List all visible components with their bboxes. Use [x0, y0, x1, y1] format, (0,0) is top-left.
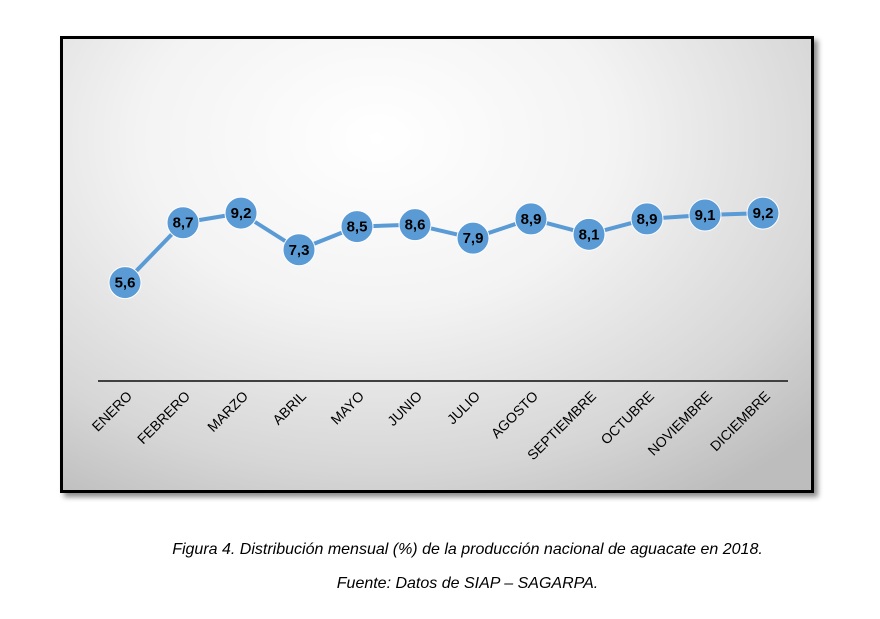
data-point-marker [224, 196, 258, 230]
data-point-marker [398, 208, 432, 242]
data-label: 8,5 [347, 219, 368, 236]
data-label: 8,9 [637, 211, 658, 228]
x-tick-label: AGOSTO [488, 388, 542, 442]
data-point-marker [514, 202, 548, 236]
data-point-marker [688, 198, 722, 232]
data-point-marker [166, 206, 200, 240]
x-tick-label: ENERO [89, 388, 136, 435]
x-tick-label: MARZO [204, 388, 251, 435]
data-label: 9,2 [753, 205, 774, 222]
data-point-marker [746, 196, 780, 230]
data-label: 5,6 [115, 275, 136, 292]
data-point-marker [630, 202, 664, 236]
data-label: 7,3 [289, 242, 310, 259]
data-point-marker [456, 221, 490, 255]
x-tick-label: DICIEMBRE [707, 388, 773, 454]
series-group: 5,6 8,7 9,2 7,3 8,5 8,6 7,9 8,9 8,1 8,9 9,1 9,2 [108, 196, 780, 300]
data-label: 8,6 [405, 217, 426, 234]
data-label: 8,1 [579, 226, 600, 243]
data-point-marker [108, 266, 142, 300]
figure-caption: Figura 4. Distribución mensual (%) de la… [172, 541, 763, 558]
data-label: 9,1 [695, 207, 716, 224]
data-point-marker [340, 210, 374, 244]
data-label: 8,9 [521, 211, 542, 228]
x-tick-label: JULIO [444, 388, 483, 427]
data-label: 9,2 [231, 205, 252, 222]
series-line [123, 211, 764, 284]
x-tick-label: OCTUBRE [597, 388, 657, 448]
data-label: 7,9 [463, 230, 484, 247]
x-tick-label: JUNIO [384, 388, 425, 429]
figure-source: Fuente: Datos de SIAP – SAGARPA. [336, 575, 599, 592]
x-tick-label: MAYO [327, 388, 367, 428]
data-point-marker [282, 233, 316, 267]
x-tick-label: ABRIL [269, 388, 309, 428]
x-tick-label: FEBRERO [134, 388, 193, 447]
data-point-marker [572, 217, 606, 251]
chart-frame: 5,6 8,7 9,2 7,3 8,5 8,6 7,9 8,9 8,1 8,9 9,1 9,2 ENE… [60, 36, 814, 493]
data-label: 8,7 [173, 215, 194, 232]
line-chart: 5,6 8,7 9,2 7,3 8,5 8,6 7,9 8,9 8,1 8,9 9,1 9,2 ENE… [89, 196, 788, 463]
